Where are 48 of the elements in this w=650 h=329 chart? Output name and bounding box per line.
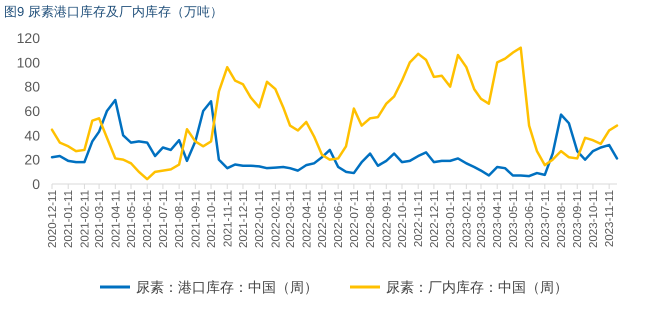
line-series [50, 46, 618, 180]
x-tick-label: 2022-09-11 [381, 190, 394, 248]
y-tick-label: 80 [24, 78, 40, 95]
x-tick-label: 2023-09-11 [572, 190, 584, 248]
legend-label: 尿素：厂内库存：中国（周） [386, 279, 568, 295]
x-tick-label: 2021-08-11 [174, 190, 186, 248]
x-tick-label: 2023-03-11 [476, 190, 488, 248]
x-tick-label: 2022-06-11 [333, 190, 346, 248]
x-tick-label: 2021-10-11 [206, 190, 218, 248]
x-tick-label: 2022-12-11 [428, 190, 441, 248]
chart-title: 图9 尿素港口库存及厂内库存（万吨） [4, 4, 223, 19]
x-tick-label: 2022-10-11 [396, 190, 409, 248]
x-tick-label: 2022-03-11 [285, 190, 298, 248]
x-tick-label: 2023-01-11 [445, 190, 458, 248]
x-tick-label: 2021-01-11 [63, 190, 76, 248]
x-tick-label: 2021-04-11 [110, 190, 122, 248]
y-tick-label: 20 [24, 152, 40, 168]
x-tick-label: 2021-11-11 [222, 190, 234, 248]
x-tick-label: 2022-04-11 [301, 190, 314, 248]
y-tick-label: 40 [24, 127, 40, 144]
x-tick-label: 2020-12-11 [47, 190, 59, 248]
x-tick-label: 2023-10-11 [588, 190, 600, 248]
x-tick-label: 2022-02-11 [270, 190, 282, 248]
x-tick-label: 2022-05-11 [316, 190, 329, 248]
x-tick-label: 2021-06-11 [142, 190, 154, 248]
x-tick-label: 2023-02-11 [461, 190, 474, 248]
y-tick-label: 0 [32, 176, 40, 192]
x-tick-label: 2021-07-11 [158, 190, 170, 248]
line-series [50, 98, 618, 178]
x-tick-label: 2022-08-11 [365, 190, 378, 248]
x-tick-label: 2021-12-11 [238, 190, 250, 248]
x-tick-label: 2022-11-11 [413, 190, 426, 248]
y-tick-label: 100 [16, 54, 40, 70]
x-tick-label: 2023-07-11 [540, 190, 552, 248]
x-tick-label: 2023-08-11 [556, 190, 568, 248]
x-tick-label: 2023-06-11 [524, 190, 536, 248]
x-tick-label: 2022-01-11 [254, 190, 266, 248]
y-tick-label: 60 [24, 103, 40, 119]
legend-label: 尿素：港口库存：中国（周） [136, 279, 318, 295]
x-tick-label: 2023-05-11 [508, 190, 520, 248]
x-tick-label: 2021-02-11 [79, 190, 92, 248]
x-tick-label: 2023-11-11 [604, 190, 616, 248]
x-tick-label: 2021-03-11 [94, 190, 106, 248]
x-tick-label: 2022-07-11 [348, 190, 361, 248]
x-tick-label: 2021-05-11 [126, 190, 138, 248]
x-tick-label: 2021-09-11 [190, 190, 202, 248]
y-tick-label: 120 [16, 30, 40, 46]
x-tick-label: 2023-04-11 [492, 190, 504, 248]
